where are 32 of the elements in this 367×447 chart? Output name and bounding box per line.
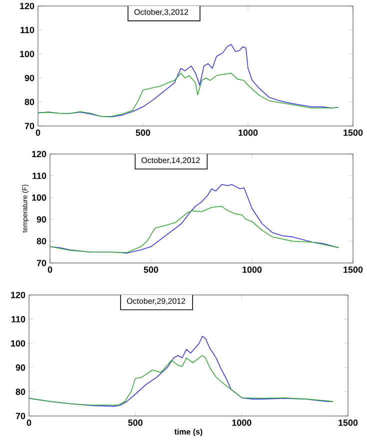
y-tick-label: 100: [32, 194, 46, 201]
line-series: [50, 206, 340, 253]
y-tick-label: 120: [20, 2, 34, 10]
x-tick-label: 0: [48, 266, 52, 273]
y-tick-label: 70: [16, 412, 26, 420]
x-tick-label: 1000: [232, 420, 252, 426]
x-tick-label: 0: [26, 420, 32, 426]
y-tick-label: 70: [36, 260, 46, 266]
x-tick-label: 1500: [344, 130, 363, 136]
y-tick-label: 80: [24, 98, 34, 106]
y-tick-label: 90: [24, 74, 34, 82]
x-tick-label: 500: [136, 130, 150, 136]
line-series: [38, 72, 339, 117]
y-tick-label: 110: [12, 316, 26, 322]
x-tick-label: 500: [144, 266, 158, 273]
x-tick-label: 0: [36, 130, 40, 136]
y-tick-label: 90: [16, 364, 26, 371]
x-tick-label: 1000: [238, 130, 258, 136]
y-tick-label: 110: [32, 172, 46, 179]
y-tick-label: 90: [36, 216, 46, 223]
y-tick-label: 100: [20, 50, 34, 58]
y-tick-label: 120: [32, 150, 46, 158]
x-tick-label: 1000: [242, 266, 262, 273]
y-tick-label: 120: [11, 292, 26, 298]
y-tick-label: 100: [11, 340, 26, 347]
y-tick-label: 80: [36, 238, 46, 244]
y-tick-label: 110: [20, 26, 34, 34]
x-tick-label: 500: [128, 420, 142, 426]
y-tick-label: 80: [16, 388, 26, 395]
y-tick-label: 70: [24, 122, 34, 130]
x-tick-label: 1500: [344, 266, 363, 273]
x-tick-label: 1500: [338, 420, 358, 426]
